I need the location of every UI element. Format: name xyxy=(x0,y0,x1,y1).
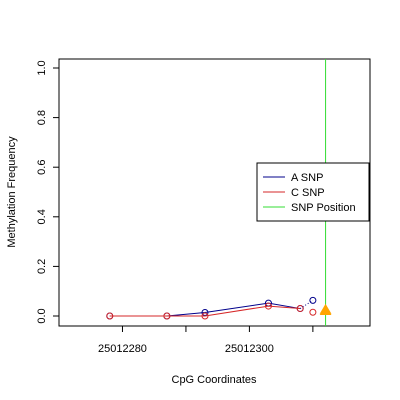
data-point xyxy=(163,312,171,320)
y-axis-label: Methylation Frequency xyxy=(6,136,18,248)
y-tick-label: 0.4 xyxy=(36,209,48,224)
y-axis: 0.0 0.2 0.4 0.6 0.8 1.0 xyxy=(36,60,59,324)
legend-label: A SNP xyxy=(291,172,323,184)
snp-marker xyxy=(319,305,332,316)
data-point xyxy=(309,296,317,304)
y-tick-label: 0.6 xyxy=(36,160,48,175)
y-tick-label: 0.0 xyxy=(36,308,48,323)
data-point xyxy=(201,312,209,320)
y-tick-label: 0.8 xyxy=(36,110,48,125)
series-connector xyxy=(299,299,314,309)
y-tick-label: 0.2 xyxy=(36,259,48,274)
legend-label: C SNP xyxy=(291,187,325,199)
x-axis-label: CpG Coordinates xyxy=(172,374,257,386)
x-tick-label: 25012300 xyxy=(225,343,274,355)
x-tick-label: 25012280 xyxy=(98,343,147,355)
x-axis: 25012280 25012300 xyxy=(98,326,314,355)
data-point xyxy=(296,305,304,313)
series-line-c-snp xyxy=(109,305,301,317)
legend-label: SNP Position xyxy=(291,202,356,214)
y-tick-label: 1.0 xyxy=(36,60,48,75)
data-point xyxy=(106,312,114,320)
legend-box xyxy=(256,162,370,222)
legend: A SNP C SNP SNP Position xyxy=(256,162,370,222)
plot-frame xyxy=(58,58,371,327)
data-point xyxy=(264,302,272,310)
data-point xyxy=(309,308,317,316)
